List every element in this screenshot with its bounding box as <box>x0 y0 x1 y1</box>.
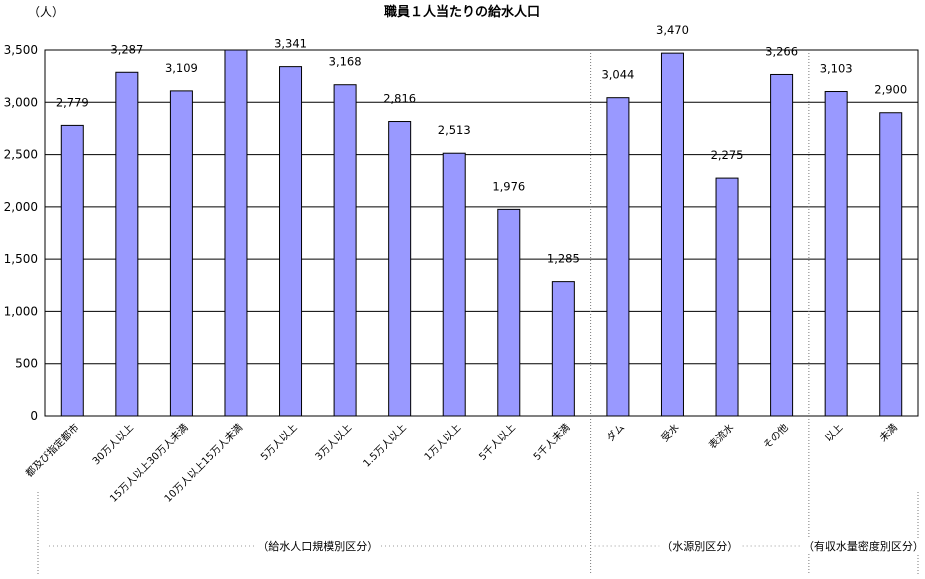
category-label: 受水 <box>659 422 682 445</box>
bar <box>388 121 412 417</box>
category-label: 5千人以上 <box>477 422 518 463</box>
category-label: 未満 <box>877 422 900 445</box>
category-label: 1万人以上 <box>422 422 463 463</box>
group-label: （有収水量密度別区分） <box>803 539 924 553</box>
bar <box>333 84 357 417</box>
y-tick-label: 3,500 <box>4 43 38 57</box>
category-label: 都及び指定都市 <box>23 421 82 480</box>
data-labels: 2,779 3,287 3,109 3,341 3,168 2,816 2,513 1,976… <box>56 23 907 265</box>
data-label: 3,168 <box>329 55 362 69</box>
category-label: 3万人以上 <box>313 422 354 463</box>
group-labels: （給水人口規模別区分） （水源別区分） （有収水量密度別区分） <box>49 539 925 553</box>
bar <box>169 90 193 417</box>
bar <box>224 49 248 417</box>
data-label: 3,287 <box>110 42 143 56</box>
bar <box>606 97 630 417</box>
category-label: 5万人以上 <box>258 422 299 463</box>
data-label: 3,109 <box>165 61 198 75</box>
bar <box>279 66 303 417</box>
data-label: 2,275 <box>711 148 744 162</box>
data-label: 3,103 <box>820 62 853 76</box>
bar <box>770 73 794 417</box>
category-label: 1.5万人以上 <box>361 422 409 470</box>
y-tick-label: 1,500 <box>4 252 38 266</box>
bar <box>442 152 466 417</box>
group-label-background <box>659 539 741 553</box>
group-label-background <box>255 539 381 553</box>
y-tick-label: 0 <box>30 409 38 423</box>
category-label: 5千人未満 <box>531 422 572 463</box>
chart-title: 職員１人当たりの給水人口 <box>384 4 540 20</box>
y-tick-label: 2,500 <box>4 148 38 162</box>
data-label: 3,044 <box>601 68 634 82</box>
y-tick-label: 2,000 <box>4 200 38 214</box>
group-label: （給水人口規模別区分） <box>257 539 378 553</box>
data-label: 3,266 <box>765 44 798 58</box>
y-tick-labels: 0 500 1,000 1,500 2,000 2,500 3,000 3,500 <box>4 43 38 423</box>
category-label: その他 <box>760 421 790 451</box>
data-label: 2,900 <box>874 83 907 97</box>
group-label: （水源別区分） <box>661 539 738 553</box>
bar <box>551 281 575 417</box>
data-label: 2,513 <box>438 123 471 137</box>
category-label: ダム <box>604 421 627 444</box>
data-label: 1,285 <box>547 252 580 266</box>
data-label: 2,779 <box>56 95 89 109</box>
group-label-background <box>800 539 925 553</box>
category-label: 表流水 <box>706 421 736 451</box>
bar <box>60 124 84 417</box>
y-unit-label: （人） <box>28 5 64 19</box>
y-tick-label: 1,000 <box>4 304 38 318</box>
y-tick-label: 500 <box>15 357 38 371</box>
plot-area-border <box>44 49 919 417</box>
bar <box>715 177 739 417</box>
category-label: 以上 <box>823 422 846 445</box>
bar <box>497 208 521 417</box>
data-label: 3,470 <box>656 23 689 37</box>
data-label: 1,976 <box>492 179 525 193</box>
data-label: 3,341 <box>274 37 307 51</box>
bar <box>824 91 848 417</box>
bars <box>60 49 903 417</box>
bar <box>115 71 139 417</box>
category-label: 30万人以上 <box>90 422 136 468</box>
bar <box>660 52 684 417</box>
data-label: 2,816 <box>383 92 416 106</box>
bar <box>879 112 903 417</box>
y-tick-label: 3,000 <box>4 95 38 109</box>
